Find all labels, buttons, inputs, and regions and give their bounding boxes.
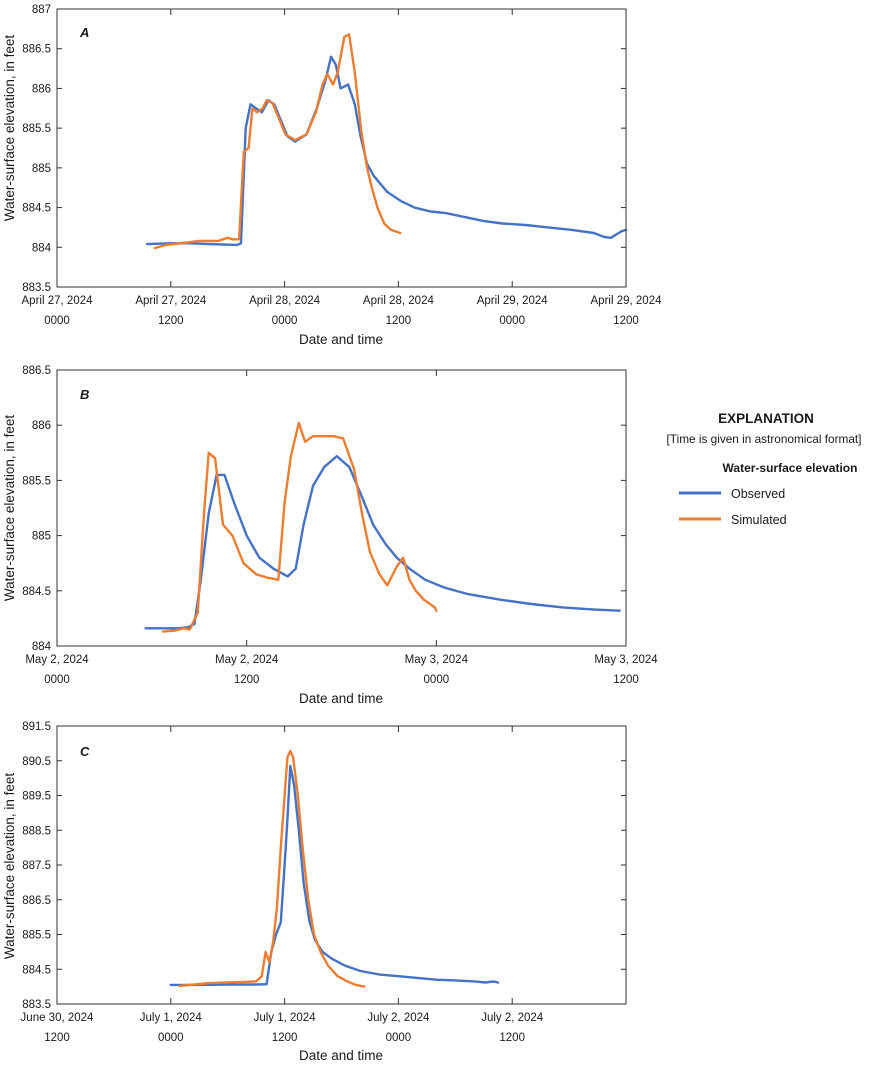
panel-c-series-layer	[169, 749, 500, 988]
panel-c-ytick-label-6: 889.5	[22, 791, 51, 803]
legend-title: EXPLANATION	[718, 411, 814, 426]
panel-c-xtick-time-0: 1200	[44, 1032, 70, 1044]
panel-b-xtick-time-1: 1200	[234, 674, 260, 686]
panel-a-xtick-date-3: April 28, 2024	[363, 295, 435, 307]
legend-observed-label: Observed	[731, 487, 785, 501]
panel-b-series-simulated	[161, 421, 438, 633]
panel-a-xtick-time-0: 0000	[44, 315, 70, 327]
panel-b-ylabel: Water-surface elevation, in feet	[2, 415, 17, 602]
panel-c-xtick-time-1: 0000	[158, 1032, 184, 1044]
panel-c-ytick-label-7: 890.5	[22, 756, 51, 768]
panel-a-axes-layer: 883.5 884 884.5 885 885.5 886 886.5 887 April 27…	[22, 4, 663, 327]
panel-a-frame	[56, 8, 627, 288]
panel-a-ytick-label-2: 884.5	[22, 203, 51, 215]
panel-c-ylabel: Water-surface elevation, in feet	[2, 773, 17, 960]
panel-b-xtick-date-0: May 2, 2024	[25, 654, 89, 666]
panel-a-xtick-date-4: April 29, 2024	[477, 295, 549, 307]
panel-a-xtick-date-0: April 27, 2024	[22, 295, 94, 307]
panel-c-xlabel: Date and time	[299, 1048, 383, 1063]
panel-c-ytick-label-4: 887.5	[22, 860, 51, 872]
panel-b-xtick-date-1: May 2, 2024	[215, 654, 279, 666]
panel-c: 883.5 884.5 885.5 886.5 887.5 888.5 889.5 890.5…	[2, 721, 627, 1063]
panel-b: 884 884.5 885 885.5 886 886.5 May 2, 2024 0000 M…	[2, 365, 658, 706]
panel-b-ytick-label-5: 886.5	[22, 365, 51, 377]
panel-c-ytick-label-8: 891.5	[22, 721, 51, 733]
panel-a-xtick-time-2: 0000	[272, 315, 298, 327]
panel-a-series-layer	[145, 33, 628, 250]
panel-b-ytick-label-2: 885	[32, 531, 51, 543]
panel-b-letter: B	[80, 387, 89, 402]
panel-c-xtick-date-4: July 2, 2024	[481, 1012, 544, 1024]
panel-c-ytick-label-5: 888.5	[22, 825, 51, 837]
legend-simulated-label: Simulated	[731, 513, 787, 527]
legend-subtitle: Water-surface elevation	[723, 461, 858, 475]
panel-c-letter: C	[80, 744, 90, 759]
panel-a-letter: A	[79, 25, 89, 40]
panel-c-xtick-date-0: June 30, 2024	[21, 1012, 95, 1024]
panel-b-xtick-date-2: May 3, 2024	[405, 654, 469, 666]
panel-c-frame	[56, 725, 627, 1005]
panel-a-ytick-label-5: 886	[32, 83, 51, 95]
panel-b-ytick-label-1: 884.5	[22, 586, 51, 598]
panel-a-series-observed	[145, 55, 628, 247]
panel-b-frame	[56, 369, 627, 647]
panel-c-xtick-time-2: 1200	[272, 1032, 298, 1044]
panel-c-ytick-label-0: 883.5	[22, 999, 51, 1011]
panel-a: 883.5 884 884.5 885 885.5 886 886.5 887 April 27…	[2, 4, 662, 347]
panel-a-ytick-label-1: 884	[32, 242, 52, 254]
panel-c-ytick-label-1: 884.5	[22, 964, 51, 976]
legend: EXPLANATION [Time is given in astronomic…	[667, 411, 862, 527]
panel-b-xtick-date-3: May 3, 2024	[594, 654, 658, 666]
panel-a-ytick-label-0: 883.5	[22, 282, 51, 294]
panel-c-ytick-label-2: 885.5	[22, 930, 51, 942]
panel-b-xtick-time-3: 1200	[613, 674, 639, 686]
panel-b-axes-layer: 884 884.5 885 885.5 886 886.5 May 2, 2024 0000 M…	[22, 365, 658, 686]
panel-c-xtick-time-3: 0000	[386, 1032, 412, 1044]
panel-b-xlabel: Date and time	[299, 691, 383, 706]
panel-c-series-observed	[169, 764, 500, 987]
panel-c-axes-layer: 883.5 884.5 885.5 886.5 887.5 888.5 889.5 890.5…	[21, 721, 627, 1044]
panel-a-xtick-time-5: 1200	[613, 315, 639, 327]
panel-c-xtick-date-2: July 1, 2024	[254, 1012, 317, 1024]
panel-a-xtick-date-1: April 27, 2024	[135, 295, 207, 307]
panel-b-ytick-label-0: 884	[32, 641, 52, 653]
panel-a-ytick-label-3: 885	[32, 163, 51, 175]
panel-a-ytick-label-6: 886.5	[22, 44, 51, 56]
panel-c-xtick-time-4: 1200	[499, 1032, 525, 1044]
panel-b-ytick-label-4: 886	[32, 420, 51, 432]
panel-b-xtick-time-0: 0000	[44, 674, 70, 686]
panel-a-xtick-time-4: 0000	[499, 315, 525, 327]
panel-a-xtick-time-3: 1200	[386, 315, 412, 327]
panel-a-ytick-label-7: 887	[32, 4, 51, 16]
panel-b-ytick-label-3: 885.5	[22, 475, 51, 487]
panel-a-xtick-date-2: April 28, 2024	[249, 295, 321, 307]
panel-a-xtick-time-1: 1200	[158, 315, 184, 327]
panel-a-ylabel: Water-surface elevation, in feet	[2, 35, 17, 222]
panel-b-series-layer	[144, 421, 621, 633]
panel-a-xtick-date-5: April 29, 2024	[591, 295, 663, 307]
panel-b-series-observed	[144, 454, 621, 630]
panel-c-xtick-date-1: July 1, 2024	[140, 1012, 203, 1024]
legend-note: [Time is given in astronomical format]	[667, 432, 862, 446]
panel-c-xtick-date-3: July 2, 2024	[367, 1012, 430, 1024]
panel-c-series-simulated	[178, 749, 366, 988]
panel-b-xtick-time-2: 0000	[424, 674, 450, 686]
panel-a-xlabel: Date and time	[299, 332, 383, 347]
panel-a-ytick-label-4: 885.5	[22, 123, 51, 135]
panel-c-ytick-label-3: 886.5	[22, 895, 51, 907]
panel-a-series-simulated	[153, 33, 402, 250]
